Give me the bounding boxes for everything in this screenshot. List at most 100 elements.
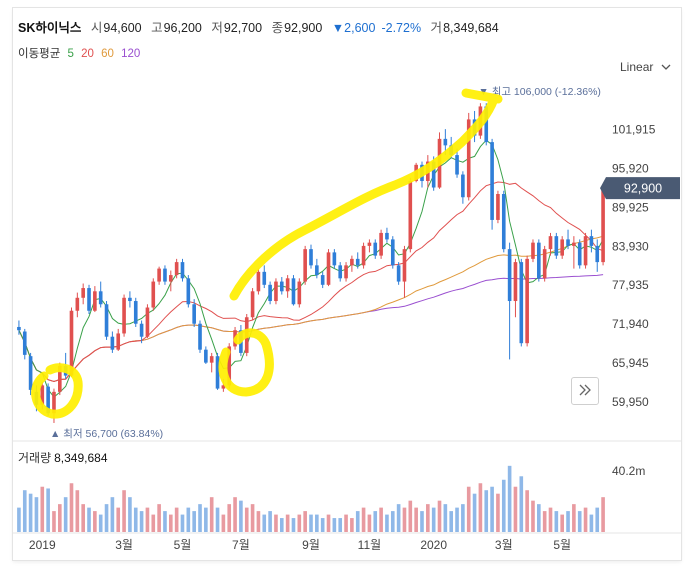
highlight-mark-uptrend bbox=[229, 88, 503, 301]
volume-bar bbox=[93, 511, 97, 532]
volume-bar bbox=[274, 514, 278, 532]
candle-body bbox=[373, 242, 378, 256]
candle-body bbox=[122, 297, 126, 334]
volume-bar bbox=[379, 507, 383, 532]
volume-bar bbox=[385, 514, 389, 532]
candle-body bbox=[291, 278, 296, 305]
candle-body bbox=[601, 188, 605, 263]
candle-body bbox=[309, 249, 313, 266]
candle-body bbox=[338, 265, 343, 279]
candle-body bbox=[525, 258, 529, 344]
volume-bar bbox=[396, 504, 401, 532]
candle-body bbox=[87, 288, 91, 311]
volume-bar bbox=[98, 514, 103, 532]
candle-body bbox=[572, 242, 576, 246]
volume-bar bbox=[320, 518, 325, 532]
volume-bar bbox=[367, 514, 372, 532]
candle-body bbox=[274, 281, 278, 302]
volume-bar bbox=[52, 511, 56, 532]
chevron-down-icon bbox=[661, 64, 671, 71]
min-price-annotation: ▲ 최저 56,700 (63.84%) bbox=[50, 428, 163, 440]
volume-bar bbox=[496, 493, 500, 532]
volume-bar bbox=[449, 511, 454, 532]
candle-body bbox=[385, 232, 389, 240]
candle-body bbox=[133, 301, 138, 324]
candle-body bbox=[116, 333, 121, 350]
volume-bar bbox=[204, 507, 208, 532]
candle-body bbox=[315, 265, 319, 276]
candle-body bbox=[484, 106, 489, 143]
volume-bar bbox=[519, 476, 524, 532]
volume-bar bbox=[128, 497, 132, 532]
candle-body bbox=[577, 242, 582, 266]
volume-bar bbox=[192, 511, 196, 532]
volume-bar bbox=[215, 507, 220, 532]
y-tick-label: 83,930 bbox=[612, 239, 649, 253]
y-tick-label: 71,940 bbox=[612, 317, 649, 331]
candle-body bbox=[46, 386, 50, 414]
volume-bar bbox=[390, 511, 395, 532]
expand-chart-button[interactable] bbox=[571, 377, 599, 405]
candle-body bbox=[93, 291, 97, 311]
candle-body bbox=[466, 119, 471, 198]
volume-bar bbox=[256, 511, 261, 532]
candle-body bbox=[69, 310, 74, 376]
candle-body bbox=[408, 181, 413, 250]
candle-body bbox=[104, 304, 109, 337]
chart-panel bbox=[13, 8, 681, 560]
candle-body bbox=[250, 291, 255, 318]
volume-bar bbox=[69, 483, 74, 532]
x-tick-label: 5월 bbox=[174, 538, 192, 552]
candle-body bbox=[303, 249, 307, 282]
candle-body bbox=[221, 385, 226, 389]
volume-bar bbox=[133, 507, 138, 532]
volume-bar bbox=[484, 490, 489, 532]
ma-5-line bbox=[18, 139, 604, 398]
volume-bar bbox=[420, 511, 424, 532]
candle-body bbox=[501, 194, 506, 250]
candle-body bbox=[192, 304, 196, 324]
candle-body bbox=[98, 291, 103, 305]
volume-bar bbox=[537, 504, 541, 532]
close-label: 종 bbox=[271, 21, 284, 35]
stock-name: SK하이닉스 bbox=[18, 21, 82, 35]
x-tick-label: 2019 bbox=[29, 538, 56, 552]
volume-bar bbox=[414, 507, 418, 532]
candle-body bbox=[40, 385, 45, 405]
volume-bar bbox=[601, 497, 605, 532]
volume-bar bbox=[501, 479, 506, 532]
scale-selector[interactable]: Linear bbox=[620, 60, 671, 74]
candle-body bbox=[513, 262, 518, 302]
ma-20-legend: 20 bbox=[81, 48, 94, 60]
volume-bar bbox=[104, 504, 109, 532]
open-value: 94,600 bbox=[103, 21, 142, 35]
ma-5-legend: 5 bbox=[67, 48, 74, 60]
candle-body bbox=[186, 278, 191, 305]
y-tick-label: 95,920 bbox=[612, 162, 649, 176]
candle-body bbox=[52, 391, 56, 414]
candle-body bbox=[595, 245, 600, 263]
volume-bar bbox=[402, 507, 407, 532]
volume-bar bbox=[145, 507, 150, 532]
volume-bar bbox=[285, 514, 290, 532]
candle-body bbox=[58, 365, 62, 392]
current-price-tag bbox=[600, 177, 680, 200]
moving-average-legend[interactable]: 이동평균 5 20 60 120 bbox=[18, 45, 144, 61]
volume-panel-label: 거래량 8,349,684 bbox=[18, 449, 108, 466]
close-value: 92,900 bbox=[284, 21, 323, 35]
volume-bar bbox=[22, 490, 27, 532]
candle-body bbox=[157, 268, 161, 282]
volume-bar bbox=[309, 514, 313, 532]
volume-bar bbox=[566, 511, 570, 532]
y-tick-label: 101,915 bbox=[612, 123, 656, 137]
volume-bar bbox=[338, 518, 343, 532]
volume-bar bbox=[110, 497, 115, 532]
candle-body bbox=[151, 281, 156, 308]
candle-body bbox=[75, 297, 80, 311]
volume-bar bbox=[554, 511, 559, 532]
volume-panel-value: 8,349,684 bbox=[54, 451, 108, 465]
volume-bar bbox=[279, 518, 284, 532]
volume-bar bbox=[373, 511, 378, 532]
